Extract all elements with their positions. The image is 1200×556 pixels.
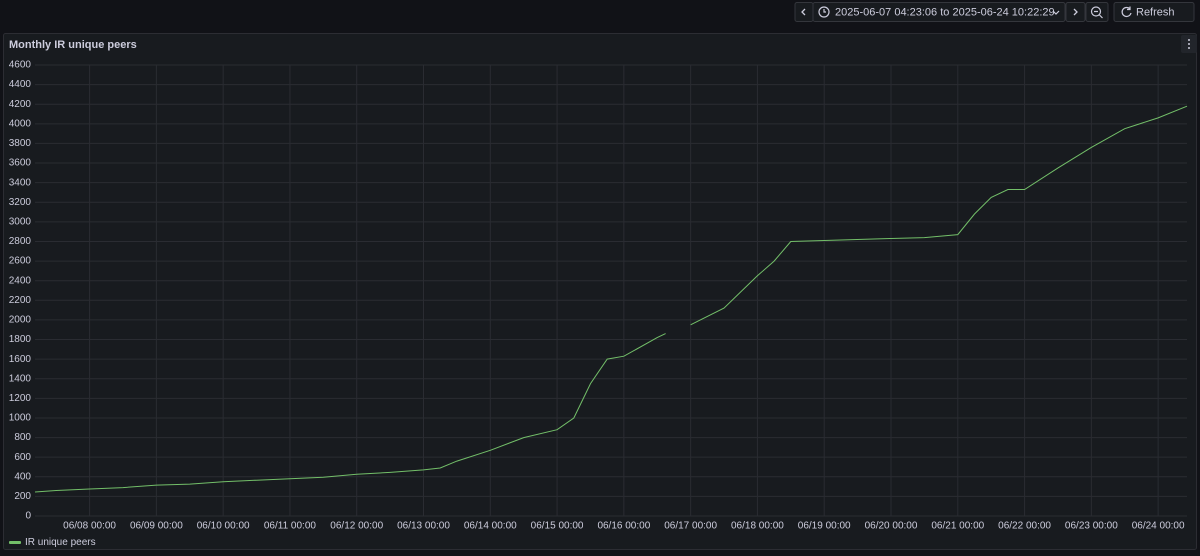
y-tick-label: 2000: [9, 315, 32, 326]
y-tick-label: 3600: [9, 158, 32, 169]
chevron-right-icon: [1073, 8, 1078, 16]
x-tick-label: 06/23 00:00: [1065, 521, 1118, 532]
refresh-icon: [1121, 6, 1132, 17]
menu-dot: [1188, 43, 1190, 45]
refresh-button[interactable]: [1113, 2, 1195, 22]
legend-label: IR unique peers: [25, 537, 96, 548]
chevron-left-icon: [801, 8, 806, 16]
x-tick-label: 06/16 00:00: [597, 521, 650, 532]
y-tick-label: 800: [14, 432, 31, 443]
y-tick-label: 4200: [9, 99, 32, 110]
zoom-icon-detail: [1094, 10, 1103, 19]
x-tick-label: 06/21 00:00: [931, 521, 984, 532]
y-tick-label: 400: [14, 471, 31, 482]
panel: [3, 33, 1197, 550]
y-tick-label: 2400: [9, 275, 32, 286]
prev-range-button[interactable]: [794, 2, 814, 22]
x-tick-label: 06/09 00:00: [130, 521, 183, 532]
menu-dot: [1188, 39, 1190, 41]
x-tick-label: 06/24 00:00: [1132, 521, 1185, 532]
x-tick-label: 06/13 00:00: [397, 521, 450, 532]
x-tick-label: 06/15 00:00: [531, 521, 584, 532]
x-tick-label: 06/17 00:00: [664, 521, 717, 532]
x-tick-label: 06/14 00:00: [464, 521, 517, 532]
refresh-label: Refresh: [1136, 6, 1175, 18]
y-tick-label: 1200: [9, 393, 32, 404]
time-range-text: 2025-06-07 04:23:06 to 2025-06-24 10:22:…: [835, 6, 1055, 18]
y-tick-label: 2600: [9, 256, 32, 267]
x-tick-label: 06/10 00:00: [197, 521, 250, 532]
y-tick-label: 4400: [9, 79, 32, 90]
time-range-picker[interactable]: [812, 2, 1066, 22]
y-tick-label: 2800: [9, 236, 32, 247]
y-tick-label: 200: [14, 491, 31, 502]
x-tick-label: 06/20 00:00: [865, 521, 918, 532]
y-tick-label: 1400: [9, 373, 32, 384]
legend-swatch: [9, 541, 21, 544]
clock-hands: [823, 9, 826, 13]
x-tick-label: 06/08 00:00: [63, 521, 116, 532]
chevron-down-icon: [1052, 10, 1060, 15]
next-range-button[interactable]: [1065, 2, 1086, 22]
y-tick-label: 2200: [9, 295, 32, 306]
x-tick-label: 06/19 00:00: [798, 521, 851, 532]
range-end: 2025-06-24 10:22:29: [952, 6, 1054, 18]
y-tick-label: 4600: [9, 60, 32, 71]
y-tick-label: 0: [25, 511, 31, 522]
y-tick-label: 1600: [9, 354, 32, 365]
y-tick-label: 1000: [9, 413, 32, 424]
x-tick-label: 06/12 00:00: [330, 521, 383, 532]
zoom-icon: [1090, 6, 1102, 17]
y-tick-label: 3800: [9, 138, 32, 149]
range-separator: to: [940, 6, 949, 18]
y-tick-label: 3400: [9, 177, 32, 188]
series-line: [34, 105, 1188, 493]
menu-dot: [1188, 47, 1190, 49]
x-tick-label: 06/22 00:00: [998, 521, 1051, 532]
y-tick-label: 1800: [9, 334, 32, 345]
x-tick-label: 06/18 00:00: [731, 521, 784, 532]
y-tick-label: 4000: [9, 118, 32, 129]
x-tick-label: 06/11 00:00: [264, 521, 317, 532]
clock-icon: [818, 6, 830, 18]
y-tick-label: 3200: [9, 197, 32, 208]
y-tick-label: 3000: [9, 217, 32, 228]
y-tick-label: 600: [14, 452, 31, 463]
range-start: 2025-06-07 04:23:06: [835, 6, 937, 18]
panel-title: Monthly IR unique peers: [9, 39, 137, 51]
